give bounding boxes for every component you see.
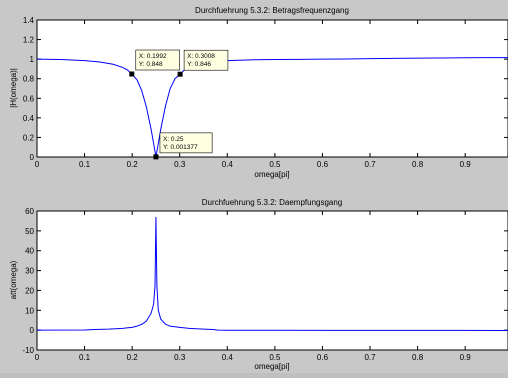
- attenuation-xtick-label: 0.7: [364, 353, 376, 362]
- magnitude-xtick-label: 0.2: [127, 160, 139, 169]
- magnitude-ytick-label: 1.2: [23, 36, 35, 45]
- attenuation-xtick-label: 0.5: [269, 353, 281, 362]
- attenuation-ytick-label: 0: [30, 326, 35, 335]
- attenuation-ytick-label: 10: [25, 306, 34, 315]
- attenuation-xtick-label: 0.8: [412, 353, 424, 362]
- magnitude-xtick-label: 0.5: [269, 160, 281, 169]
- datatip-marker[interactable]: [129, 71, 135, 77]
- datatip-y-label: Y: 0.848: [139, 61, 163, 68]
- attenuation-xtick-label: 0.4: [222, 353, 234, 362]
- magnitude-xtick-label: 0: [35, 160, 40, 169]
- attenuation-ytick-label: -10: [22, 346, 34, 355]
- magnitude-ytick-label: 1.4: [23, 16, 35, 25]
- attenuation-series-line: [36, 216, 508, 331]
- magnitude-xtick-label: 0.3: [174, 160, 186, 169]
- datatip-box[interactable]: [159, 132, 213, 154]
- datatip-box[interactable]: [135, 49, 180, 71]
- magnitude-ytick-label: 0.4: [23, 114, 35, 123]
- magnitude-plot-ylabel: |H(omega)|: [9, 68, 18, 108]
- magnitude-response-plot: Durchfuehrung 5.3.2: Betragsfrequenzgang…: [9, 6, 508, 179]
- attenuation-xtick-label: 0: [35, 353, 40, 362]
- datatip-x-label: X: 0.3008: [187, 53, 215, 60]
- attenuation-xtick-label: 0.1: [79, 353, 91, 362]
- attenuation-xtick-label: 0.2: [127, 353, 139, 362]
- datatip-x-label: X: 0.1992: [139, 53, 167, 60]
- datatip-y-label: Y: 0.846: [187, 61, 211, 68]
- attenuation-xtick-label: 0.6: [317, 353, 329, 362]
- attenuation-plot-xlabel: omega[pi]: [254, 362, 289, 371]
- attenuation-plot-axes-box: [36, 210, 508, 351]
- datatip-marker[interactable]: [177, 71, 183, 77]
- attenuation-ytick-label: 60: [25, 207, 34, 216]
- attenuation-ytick-label: 20: [25, 286, 34, 295]
- attenuation-ytick-label: 40: [25, 247, 34, 256]
- magnitude-ytick-label: 0: [30, 153, 35, 162]
- magnitude-series-line: [36, 57, 508, 157]
- magnitude-ytick-label: 0.6: [23, 94, 35, 103]
- magnitude-xtick-label: 0.4: [222, 160, 234, 169]
- attenuation-ytick-label: 50: [25, 227, 34, 236]
- magnitude-xtick-label: 0.9: [460, 160, 472, 169]
- magnitude-xtick-label: 0.1: [79, 160, 91, 169]
- attenuation-plot-ylabel: att(omega): [9, 260, 18, 299]
- attenuation-xtick-label: 0.9: [460, 353, 472, 362]
- datatip-marker[interactable]: [153, 154, 159, 160]
- magnitude-ytick-label: 0.8: [23, 75, 35, 84]
- magnitude-xtick-label: 0.7: [364, 160, 376, 169]
- magnitude-ytick-label: 1: [30, 55, 35, 64]
- magnitude-plot-title: Durchfuehrung 5.3.2: Betragsfrequenzgang: [195, 6, 349, 15]
- magnitude-xtick-label: 0.6: [317, 160, 329, 169]
- datatip-y-label: Y: 0.001377: [163, 144, 198, 151]
- attenuation-plot: Durchfuehrung 5.3.2: Daempfungsgang omeg…: [9, 198, 508, 371]
- attenuation-plot-title: Durchfuehrung 5.3.2: Daempfungsgang: [202, 198, 343, 207]
- attenuation-ytick-label: 30: [25, 267, 34, 276]
- datatip-x-label: X: 0.25: [163, 136, 184, 143]
- magnitude-ytick-label: 0.2: [23, 133, 35, 142]
- magnitude-plot-xlabel: omega[pi]: [254, 170, 289, 179]
- datatip-box[interactable]: [183, 49, 229, 71]
- attenuation-xtick-label: 0.3: [174, 353, 186, 362]
- magnitude-xtick-label: 0.8: [412, 160, 424, 169]
- magnitude-plot-axes-box: [36, 19, 508, 158]
